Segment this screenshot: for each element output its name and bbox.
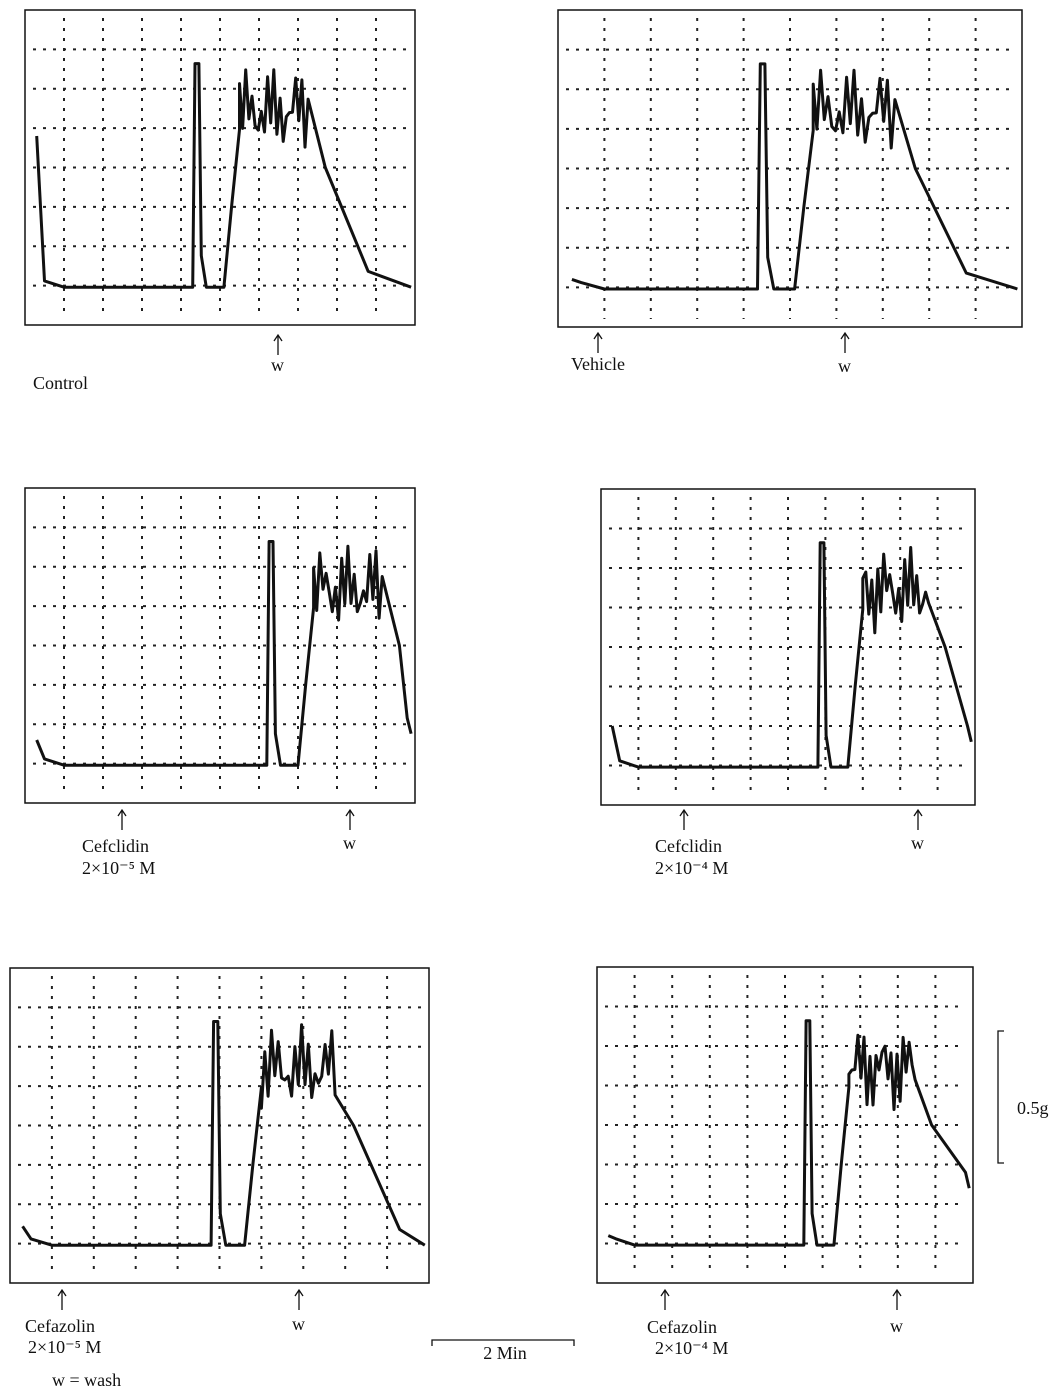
panel-frame — [24, 9, 416, 326]
event-arrow — [679, 808, 689, 830]
trace — [571, 62, 1018, 291]
event-arrow — [57, 1288, 67, 1310]
time-scale-bar — [431, 1339, 575, 1346]
concentration-label: 2×10⁻⁵ M — [82, 858, 155, 878]
wash-label: w — [890, 1316, 903, 1336]
concentration-label: 2×10⁻⁴ M — [655, 1338, 728, 1358]
trace — [607, 1019, 971, 1247]
trace — [35, 540, 413, 767]
event-arrow — [913, 808, 923, 830]
panel-label: Vehicle — [571, 354, 625, 374]
drug-label: Cefazolin — [25, 1316, 95, 1336]
concentration-label: 2×10⁻⁵ M — [28, 1337, 101, 1357]
wash-label: w — [292, 1314, 305, 1334]
wash-label: w — [838, 356, 851, 376]
panel-frame — [557, 9, 1023, 328]
drug-label: Cefclidin — [655, 836, 722, 856]
wash-label: w — [271, 355, 284, 375]
event-arrow — [273, 333, 283, 355]
panel-label: Control — [33, 373, 88, 393]
wash-label: w — [911, 833, 924, 853]
trace — [35, 62, 412, 289]
event-arrow — [660, 1288, 670, 1310]
event-arrow — [593, 331, 603, 353]
concentration-label: 2×10⁻⁴ M — [655, 858, 728, 878]
wash-label: w — [343, 833, 356, 853]
force-scale-bar — [997, 1030, 1004, 1164]
panel-frame — [600, 488, 976, 806]
force-scale-label: 0.5g — [1017, 1098, 1049, 1118]
time-scale-label: 2 Min — [483, 1343, 527, 1363]
event-arrow — [294, 1288, 304, 1310]
event-arrow — [117, 808, 127, 830]
panels — [9, 9, 1023, 1310]
event-arrow — [840, 331, 850, 353]
drug-label: Cefazolin — [647, 1317, 717, 1337]
panel-frame — [596, 966, 974, 1284]
event-arrow — [345, 808, 355, 830]
trace — [21, 1020, 426, 1247]
legend: w = wash — [52, 1370, 121, 1389]
trace — [610, 541, 973, 769]
event-arrow — [892, 1288, 902, 1310]
drug-label: Cefclidin — [82, 836, 149, 856]
panel-frame — [24, 487, 416, 804]
panel-frame — [9, 967, 430, 1284]
